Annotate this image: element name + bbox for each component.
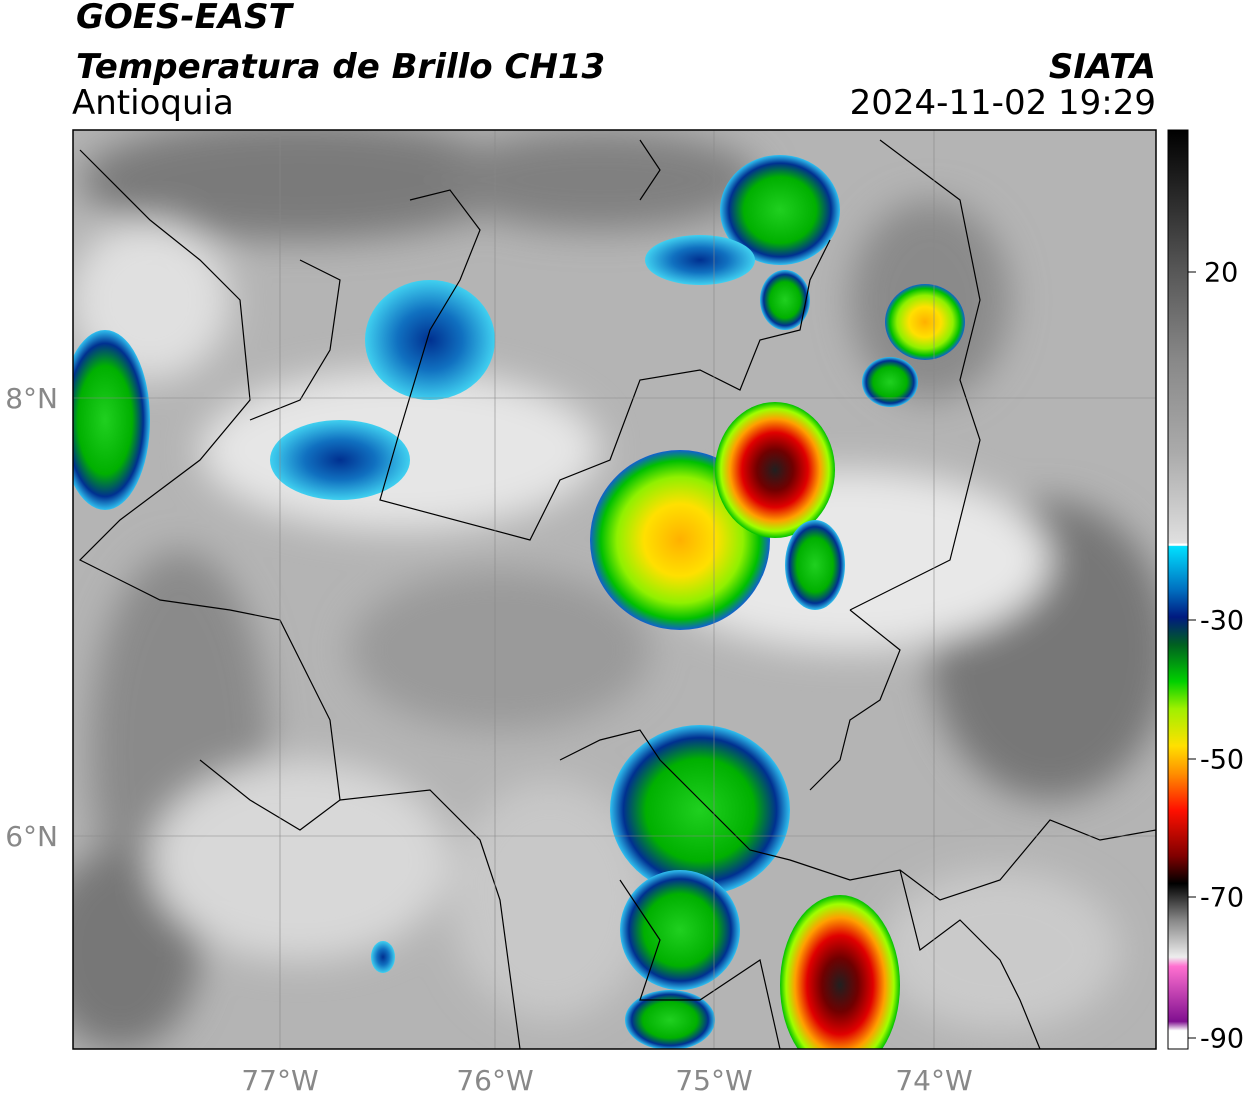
colorbar-label: -30: [1200, 606, 1244, 637]
region: Antioquia: [72, 83, 234, 123]
map-frame: [72, 129, 1157, 1050]
lon-label: 76°W: [456, 1064, 533, 1097]
subtitle: Temperatura de Brillo CH13: [76, 47, 605, 87]
title: GOES-EAST: [76, 0, 295, 37]
lat-label: 6°N: [5, 820, 58, 853]
source: SIATA: [1049, 47, 1156, 87]
datetime: 2024-11-02 19:29: [850, 83, 1156, 123]
lon-label: 77°W: [241, 1064, 318, 1097]
colorbar-label: -70: [1200, 883, 1244, 914]
lat-label: 8°N: [5, 382, 58, 415]
colorbar: [1167, 129, 1189, 1050]
lon-label: 75°W: [675, 1064, 752, 1097]
colorbar-ticks: 20 -30 -50 -70 -90: [1188, 258, 1244, 1055]
satellite-image: [73, 130, 1156, 1049]
colorbar-label: -50: [1200, 745, 1244, 776]
colorbar-label: -90: [1200, 1024, 1244, 1055]
lon-label: 74°W: [895, 1064, 972, 1097]
colorbar-label: 20: [1204, 258, 1238, 289]
